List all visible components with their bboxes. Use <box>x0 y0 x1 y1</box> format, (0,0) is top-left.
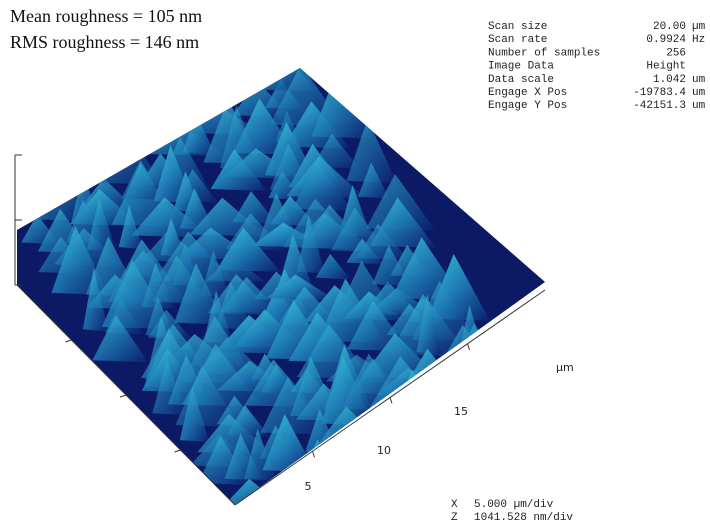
axis-tick <box>467 343 470 350</box>
rms-roughness: RMS roughness = 146 nm <box>10 32 200 52</box>
param-unit: um <box>692 74 706 86</box>
param-name: Number of samples <box>488 47 600 59</box>
scale-axis: X <box>451 499 458 511</box>
param-value: -42151.3 <box>633 100 686 112</box>
param-value: 0.9924 <box>646 34 686 46</box>
ridge <box>416 293 443 355</box>
mean-roughness: Mean roughness = 105 nm <box>10 6 203 26</box>
x-tick-label: 15 <box>454 405 468 418</box>
ridge <box>175 169 218 203</box>
axis-tick <box>389 397 393 404</box>
ridge <box>227 404 270 437</box>
ridge <box>412 370 483 432</box>
ridge <box>92 314 149 363</box>
ridge <box>214 281 254 330</box>
ridge <box>175 365 240 428</box>
param-name: Image Data <box>488 61 554 73</box>
ridge <box>346 118 397 183</box>
scale-axis: Z <box>451 512 458 524</box>
ridge <box>447 370 507 397</box>
ridge <box>121 160 167 201</box>
param-value: 1.042 <box>653 74 686 86</box>
param-unit: µm <box>692 21 706 33</box>
ridge <box>358 162 390 199</box>
ridge <box>216 227 281 273</box>
ridge <box>369 197 437 248</box>
ridge <box>260 376 326 435</box>
param-name: Data scale <box>488 74 554 86</box>
axis-tick <box>65 339 72 343</box>
param-name: Engage X Pos <box>488 87 567 99</box>
x-tick-label: 5 <box>305 480 312 493</box>
axis-tick <box>174 449 181 453</box>
ridge <box>480 321 519 390</box>
ridge <box>266 274 336 301</box>
param-value: Height <box>646 61 686 73</box>
param-value: 256 <box>666 47 686 59</box>
scale-value: 5.000 µm/div <box>474 499 554 511</box>
param-value: 20.00 <box>653 21 686 33</box>
axis-tick <box>119 394 127 398</box>
ridge <box>315 253 351 280</box>
param-unit: um <box>692 100 706 112</box>
ridge <box>286 156 366 199</box>
axis-unit: µm <box>556 361 574 374</box>
param-name: Engage Y Pos <box>488 100 567 112</box>
param-unit: Hz <box>692 34 705 46</box>
ridge <box>118 205 144 250</box>
param-unit: um <box>692 87 706 99</box>
param-name: Scan rate <box>488 34 547 46</box>
param-name: Scan size <box>488 21 547 33</box>
axis-tick <box>312 451 315 458</box>
ridge <box>312 133 360 169</box>
scale-value: 1041.528 nm/div <box>474 512 573 524</box>
ridge <box>182 114 216 155</box>
ridge <box>427 253 490 321</box>
param-value: -19783.4 <box>633 87 686 99</box>
ridge <box>232 191 278 225</box>
x-tick-label: 10 <box>377 444 391 457</box>
